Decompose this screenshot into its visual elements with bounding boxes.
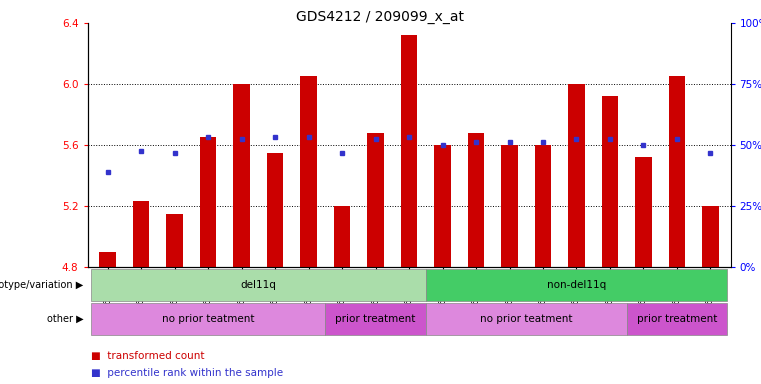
Bar: [199, 137, 216, 267]
Bar: [300, 76, 317, 267]
Text: prior treatment: prior treatment: [637, 314, 717, 324]
Text: GDS4212 / 209099_x_at: GDS4212 / 209099_x_at: [297, 10, 464, 23]
Bar: [501, 145, 518, 267]
Bar: [99, 252, 116, 267]
Bar: [702, 206, 719, 267]
Text: no prior teatment: no prior teatment: [162, 314, 254, 324]
Text: prior treatment: prior treatment: [336, 314, 416, 324]
Text: ■  transformed count: ■ transformed count: [91, 351, 205, 361]
Text: non-del11q: non-del11q: [547, 280, 606, 290]
Bar: [400, 35, 418, 267]
Bar: [233, 84, 250, 267]
Bar: [333, 206, 350, 267]
Bar: [435, 145, 451, 267]
Bar: [568, 84, 585, 267]
Bar: [535, 145, 552, 267]
Bar: [468, 133, 485, 267]
Bar: [132, 201, 149, 267]
Text: ■  percentile rank within the sample: ■ percentile rank within the sample: [91, 368, 283, 378]
Text: no prior teatment: no prior teatment: [480, 314, 572, 324]
Bar: [166, 214, 183, 267]
Text: del11q: del11q: [240, 280, 276, 290]
Bar: [635, 157, 652, 267]
Bar: [602, 96, 619, 267]
Bar: [669, 76, 686, 267]
Text: genotype/variation ▶: genotype/variation ▶: [0, 280, 84, 290]
Bar: [266, 152, 283, 267]
Text: other ▶: other ▶: [47, 314, 84, 324]
Bar: [367, 133, 384, 267]
